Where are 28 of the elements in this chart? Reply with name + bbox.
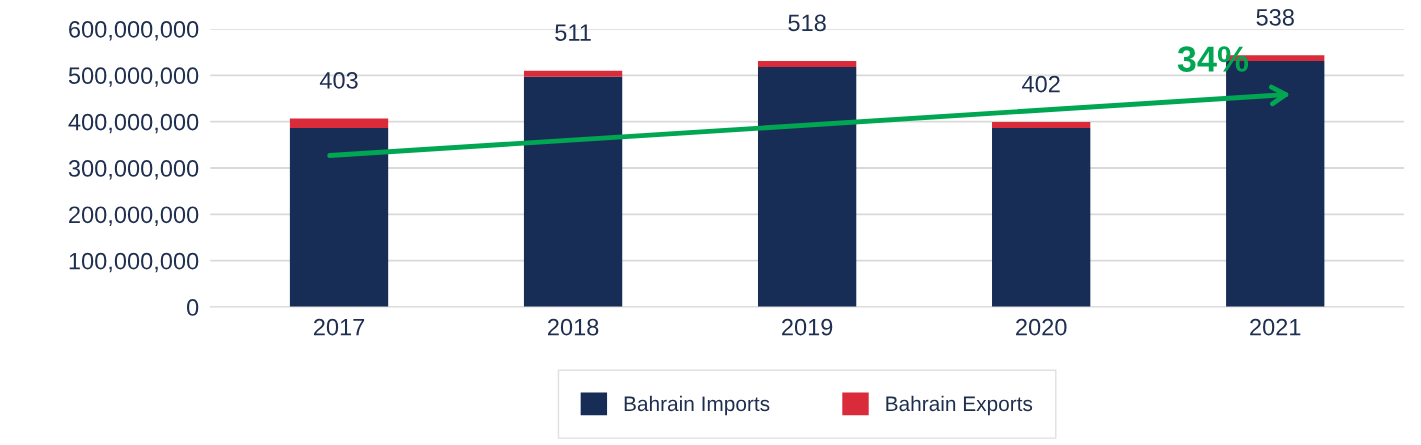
legend-label: Bahrain Exports [886, 395, 1033, 416]
x-tick-label: 2019 [782, 318, 833, 336]
y-tick-label: 100,000,000 [69, 252, 199, 273]
annotation: 403 [319, 72, 358, 89]
x-tick-label: 2018 [548, 318, 599, 336]
bar [757, 60, 857, 67]
bar [289, 118, 389, 129]
bar [757, 66, 857, 308]
bar [523, 70, 623, 77]
y-tick-label: 300,000,000 [68, 160, 199, 180]
annotation: 402 [1022, 75, 1060, 93]
annotation: 538 [1256, 8, 1294, 26]
bar [523, 76, 623, 308]
bar [289, 128, 389, 308]
y-tick-label: 500,000,000 [68, 67, 199, 87]
y-tick-label: 400,000,000 [68, 113, 199, 134]
x-tick-label: 2017 [313, 318, 365, 336]
y-tick-label: 0 [186, 299, 199, 316]
y-tick-label: 600,000,000 [69, 20, 199, 41]
legend-label: Bahrain Imports [624, 395, 770, 416]
bar [992, 122, 1091, 129]
annotation: 518 [788, 14, 826, 32]
x-tick-label: 2021 [1250, 318, 1301, 336]
x-tick-label: 2020 [1016, 318, 1067, 336]
bar [992, 128, 1091, 308]
y-tick-label: 200,000,000 [69, 206, 199, 226]
annotation: 34% [1177, 46, 1249, 72]
annotation: 511 [555, 24, 591, 41]
